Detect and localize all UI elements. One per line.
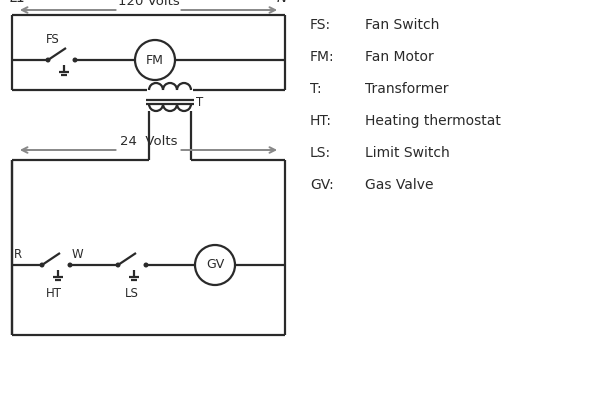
Text: 24  Volts: 24 Volts: [120, 135, 177, 148]
Text: W: W: [72, 248, 84, 261]
Text: Heating thermostat: Heating thermostat: [365, 114, 501, 128]
Text: HT: HT: [46, 287, 62, 300]
Circle shape: [40, 262, 44, 268]
Text: HT:: HT:: [310, 114, 332, 128]
Text: FS: FS: [46, 33, 60, 46]
Text: Fan Switch: Fan Switch: [365, 18, 440, 32]
Text: 120 Volts: 120 Volts: [117, 0, 179, 8]
Circle shape: [45, 58, 51, 62]
Circle shape: [73, 58, 77, 62]
Text: L1: L1: [10, 0, 27, 5]
Text: Transformer: Transformer: [365, 82, 448, 96]
Text: Fan Motor: Fan Motor: [365, 50, 434, 64]
Text: FM: FM: [146, 54, 164, 66]
Text: Gas Valve: Gas Valve: [365, 178, 434, 192]
Circle shape: [116, 262, 120, 268]
Text: T: T: [196, 96, 203, 108]
Text: T:: T:: [310, 82, 322, 96]
Text: Limit Switch: Limit Switch: [365, 146, 450, 160]
Text: R: R: [14, 248, 22, 261]
Circle shape: [143, 262, 149, 268]
Circle shape: [67, 262, 73, 268]
Text: GV:: GV:: [310, 178, 334, 192]
Text: GV: GV: [206, 258, 224, 272]
Text: FS:: FS:: [310, 18, 331, 32]
Text: N: N: [277, 0, 287, 5]
Text: FM:: FM:: [310, 50, 335, 64]
Text: LS:: LS:: [310, 146, 331, 160]
Text: LS: LS: [125, 287, 139, 300]
